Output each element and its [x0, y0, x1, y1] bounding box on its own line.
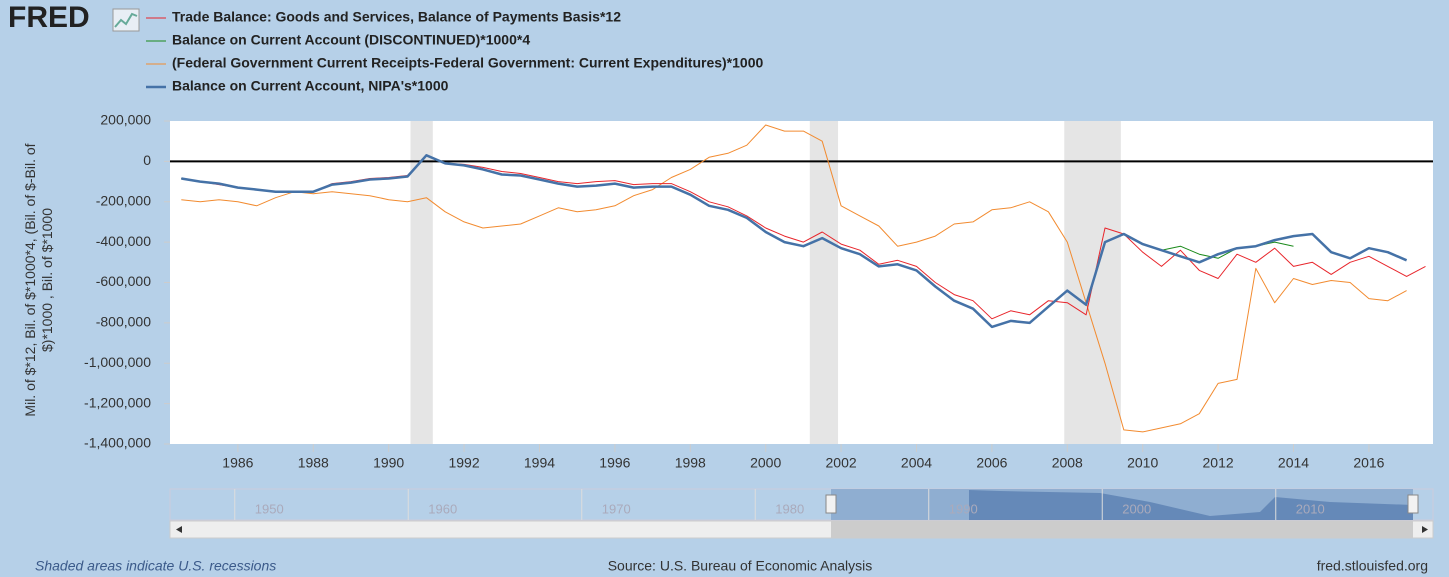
x-tick-label: 2014 [1278, 455, 1309, 471]
y-tick-label: -1,200,000 [84, 394, 151, 410]
navigator-label: 2010 [1296, 501, 1325, 516]
x-tick-label: 1994 [524, 455, 555, 471]
recession-note: Shaded areas indicate U.S. recessions [35, 558, 276, 574]
y-axis-label: Mil. of $*12, Bil. of $*1000*4, (Bil. of… [22, 143, 55, 417]
series-line [181, 124, 1407, 433]
navigator-label: 1990 [949, 501, 978, 516]
y-tick-label: 200,000 [100, 112, 151, 128]
logo-icon [112, 8, 140, 32]
x-tick-label: 2006 [976, 455, 1007, 471]
x-tick-label: 1988 [298, 455, 329, 471]
x-tick-label: 2016 [1353, 455, 1384, 471]
plot-area [170, 121, 1433, 444]
y-tick-label: -600,000 [96, 273, 151, 289]
source: Source: U.S. Bureau of Economic Analysis [608, 558, 873, 574]
scroll-right[interactable] [1422, 526, 1428, 533]
x-tick-label: 1996 [599, 455, 630, 471]
recession-band [809, 121, 839, 444]
legend-label: Balance on Current Account (DISCONTINUED… [172, 32, 530, 48]
y-tick-label: -800,000 [96, 314, 151, 330]
logo-icon-line [114, 12, 138, 28]
x-tick-label: 2010 [1127, 455, 1158, 471]
navigator-label: 2000 [1122, 501, 1151, 516]
x-tick-label: 2004 [901, 455, 932, 471]
navigator-handle[interactable] [1407, 494, 1419, 514]
y-tick-label: -1,000,000 [84, 354, 151, 370]
x-tick-label: 1986 [222, 455, 253, 471]
x-tick-label: 1998 [675, 455, 706, 471]
scroll-left[interactable] [176, 526, 182, 533]
navigator-label: 1960 [428, 501, 457, 516]
recession-band [410, 121, 433, 444]
navigator-series [969, 490, 1413, 520]
y-tick-label: -400,000 [96, 233, 151, 249]
navigator-label: 1980 [775, 501, 804, 516]
x-tick-label: 2002 [826, 455, 857, 471]
y-tick-label: 0 [143, 152, 151, 168]
site-link[interactable]: fred.stlouisfed.org [1317, 558, 1428, 574]
x-tick-label: 2008 [1052, 455, 1083, 471]
legend-label: Trade Balance: Goods and Services, Balan… [172, 9, 621, 25]
navigator-handle[interactable] [825, 494, 837, 514]
y-tick-label: -200,000 [96, 192, 151, 208]
legend-label: Balance on Current Account, NIPA's*1000 [172, 78, 449, 94]
logo: FRED [8, 1, 90, 34]
legend-label: (Federal Government Current Receipts-Fed… [172, 55, 763, 71]
navigator-label: 1950 [255, 501, 284, 516]
x-tick-label: 1990 [373, 455, 404, 471]
x-tick-label: 1992 [448, 455, 479, 471]
y-tick-label: -1,400,000 [84, 435, 151, 451]
x-tick-label: 2000 [750, 455, 781, 471]
scrollbar-thumb[interactable] [831, 521, 1413, 538]
navigator-label: 1970 [602, 501, 631, 516]
x-tick-label: 2012 [1203, 455, 1234, 471]
series-line [181, 154, 1408, 329]
